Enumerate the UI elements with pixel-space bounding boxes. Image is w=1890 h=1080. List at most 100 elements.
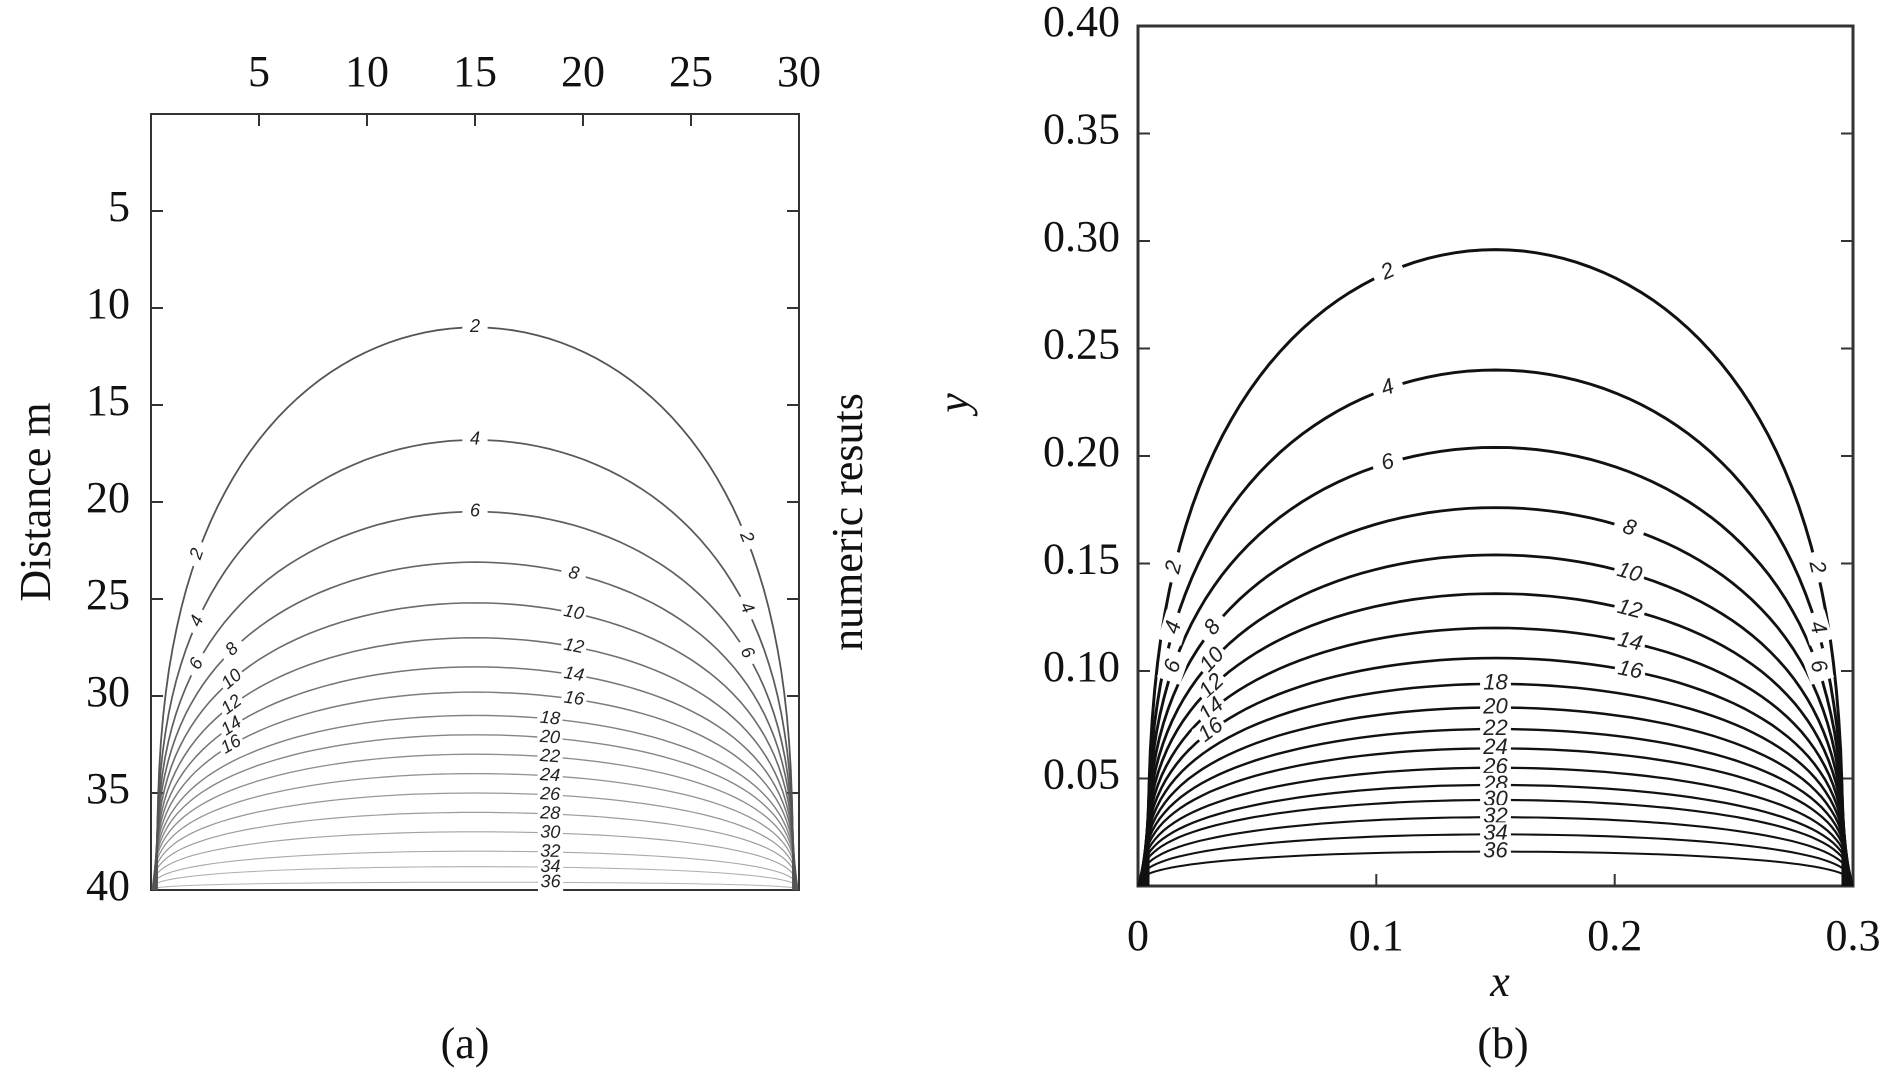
panel-a-contour-label-bg bbox=[537, 857, 564, 878]
panel-b-x-tick-label: 0.3 bbox=[1826, 911, 1881, 960]
panel-a-contour-label: 34 bbox=[540, 856, 560, 876]
panel-b-contour-label-bg bbox=[1193, 608, 1233, 648]
panel-a-x-tick-label: 25 bbox=[669, 47, 713, 96]
panel-a-contour-label-bg bbox=[731, 637, 762, 669]
panel-a-contour-label-bg bbox=[559, 662, 588, 687]
panel-b-y-tick-label: 0.30 bbox=[1043, 212, 1120, 261]
panel-b-y-tick-label: 0.40 bbox=[1043, 0, 1120, 46]
panel-a-contour-label-bg bbox=[215, 730, 248, 760]
panel-a-contour-label: 24 bbox=[539, 764, 561, 785]
panel-a-x-tick-labels: 5 10 15 20 25 30 bbox=[248, 47, 821, 96]
panel-a-contour-line bbox=[151, 831, 799, 891]
panel-a-x-tick-label: 10 bbox=[345, 47, 389, 96]
panel-a-y-tick-label: 10 bbox=[86, 279, 130, 328]
panel-a-contour-label-bg bbox=[537, 784, 564, 806]
panel-a-contour-label: 2 bbox=[469, 316, 480, 336]
panel-a-contour-label: 10 bbox=[562, 600, 586, 624]
panel-a-y-tick-label: 30 bbox=[86, 667, 130, 716]
panel-a-contour-label: 16 bbox=[563, 687, 587, 710]
panel-b-contour-label-bg bbox=[1801, 647, 1835, 685]
panel-a-contour-label: 12 bbox=[562, 634, 585, 657]
panel-b-y-tick-label: 0.10 bbox=[1043, 642, 1120, 691]
panel-a-contour-label-bg bbox=[215, 689, 248, 721]
panel-a-contour-label-bg bbox=[732, 522, 760, 553]
panel-a-contour-label-bg bbox=[537, 872, 564, 893]
panel-a-contour-line bbox=[154, 637, 796, 891]
panel-a-contour-line bbox=[151, 866, 799, 891]
panel-a-contour-label-bg bbox=[462, 501, 488, 522]
panel-a-contour-line bbox=[156, 326, 794, 891]
panel-a-x-tick-label: 20 bbox=[561, 47, 605, 96]
panel-a-contour-line bbox=[154, 602, 796, 891]
panel-b-contour-label-bg bbox=[1480, 671, 1511, 696]
panel-b-x-axis-title: x bbox=[1489, 957, 1510, 1006]
panel-a-contour-label-bg bbox=[215, 711, 248, 742]
panel-b-contour-label: 16 bbox=[1616, 654, 1646, 683]
panel-b-y-tick-label: 0.25 bbox=[1043, 320, 1120, 369]
panel-b-contour-label-bg bbox=[1369, 447, 1407, 479]
panel-a-contour-line bbox=[155, 510, 795, 891]
panel-a-contour-line bbox=[151, 850, 799, 891]
panel-b-contour-label-bg bbox=[1192, 690, 1232, 730]
panel-b-contour-labels: 2224446668810101212141416161820222426283… bbox=[1156, 254, 1835, 864]
panel-a-y-axis-title: Distance m bbox=[11, 402, 60, 601]
panel-b-contour-label-bg bbox=[1159, 549, 1190, 586]
panel-b-x-tick-label: 0.1 bbox=[1349, 911, 1404, 960]
panel-a-x-tick-label: 5 bbox=[248, 47, 270, 96]
panel-a-contour-label-bg bbox=[559, 634, 589, 659]
panel-b-contour-line bbox=[1143, 626, 1848, 887]
panel-a-y-tick-labels: 5 10 15 20 25 30 35 40 bbox=[86, 182, 130, 910]
panel-b-x-tick-label: 0.2 bbox=[1587, 911, 1642, 960]
panel-b-contour-label-bg bbox=[1191, 711, 1231, 750]
panel-b-contour-label: 14 bbox=[1615, 626, 1644, 656]
panel-b-contour-label: 24 bbox=[1482, 734, 1507, 759]
panel-b-y-tick-label: 0.15 bbox=[1043, 535, 1120, 584]
panel-b-contour-label-bg bbox=[1369, 371, 1407, 405]
panel-a-contour-label-bg bbox=[216, 663, 249, 696]
panel-b-contour-label-bg bbox=[1611, 557, 1648, 590]
panel-a-contour-label-bg bbox=[559, 600, 589, 626]
panel-a-contour-labels: 2224446668810101212141416161820222426283… bbox=[182, 316, 762, 893]
panel-a-contour-label-bg bbox=[560, 687, 588, 711]
panel-b-y-tick-label: 0.35 bbox=[1043, 105, 1120, 154]
panel-b-y-tick-label: 0.05 bbox=[1043, 750, 1120, 799]
panel-b-contour-label-bg bbox=[1612, 627, 1648, 658]
panel-b-caption: (b) bbox=[1477, 1019, 1528, 1068]
panel-a-contour-label-bg bbox=[536, 746, 564, 768]
panel-a-contour-label-bg bbox=[537, 803, 564, 825]
panel-a-contour-label: 18 bbox=[539, 707, 561, 729]
panel-b-x-tick-label: 0 bbox=[1127, 911, 1149, 960]
panel-b-contour-line bbox=[1144, 553, 1847, 887]
panel-a-contour-label: 8 bbox=[567, 562, 581, 584]
panel-a-contour-line bbox=[152, 792, 798, 891]
panel-b-contour-label-bg bbox=[1612, 655, 1648, 686]
panel-a-contours bbox=[150, 326, 800, 891]
panel-a-x-tick-label: 30 bbox=[777, 47, 821, 96]
panel-b-contour-line bbox=[1145, 445, 1846, 887]
panel-a-right-label: numeric resuts bbox=[823, 393, 872, 651]
panel-a-contour-label-bg bbox=[537, 841, 564, 863]
panel-a-contour-label-bg bbox=[183, 605, 212, 637]
panel-a-contour-line bbox=[153, 734, 797, 891]
panel-b-contour-line bbox=[1143, 592, 1848, 887]
panel-a-contour-label: 20 bbox=[538, 726, 561, 748]
panel-b-contour-label-bg bbox=[1611, 594, 1648, 626]
panel-a-contour-label-bg bbox=[536, 765, 564, 787]
panel-b-contour-line bbox=[1145, 368, 1846, 887]
panel-a-contour-label: 4 bbox=[470, 429, 480, 449]
panel-a-contour-label: 30 bbox=[540, 821, 561, 842]
panel-a-contour-line bbox=[153, 714, 797, 891]
panel-a-contour-line bbox=[152, 772, 798, 891]
panel-b-contour-label-bg bbox=[1156, 647, 1190, 685]
panel-a-contour-line bbox=[155, 561, 795, 891]
panel-a-y-tick-label: 5 bbox=[108, 182, 130, 231]
panel-a-caption: (a) bbox=[441, 1019, 490, 1068]
panel-b-contour-label-bg bbox=[1192, 667, 1232, 706]
panel-a-contour-label: 32 bbox=[540, 841, 560, 861]
panel-a-x-tick-label: 15 bbox=[453, 47, 497, 96]
panel-b-contour-label-bg bbox=[1610, 512, 1648, 545]
panel-a-contour-label-bg bbox=[462, 317, 488, 338]
panel-b-contour-label-bg bbox=[1480, 695, 1511, 720]
panel-a-contour-line bbox=[153, 691, 797, 891]
panel-b-contour-label-bg bbox=[1480, 839, 1511, 864]
